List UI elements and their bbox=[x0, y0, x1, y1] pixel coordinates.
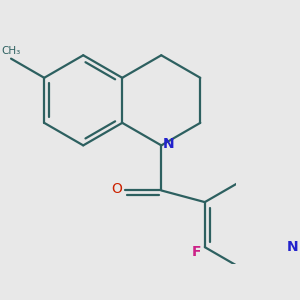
Text: F: F bbox=[192, 245, 201, 259]
Text: N: N bbox=[287, 240, 299, 254]
Text: N: N bbox=[163, 137, 175, 151]
Text: O: O bbox=[111, 182, 122, 196]
Text: CH₃: CH₃ bbox=[2, 46, 21, 56]
